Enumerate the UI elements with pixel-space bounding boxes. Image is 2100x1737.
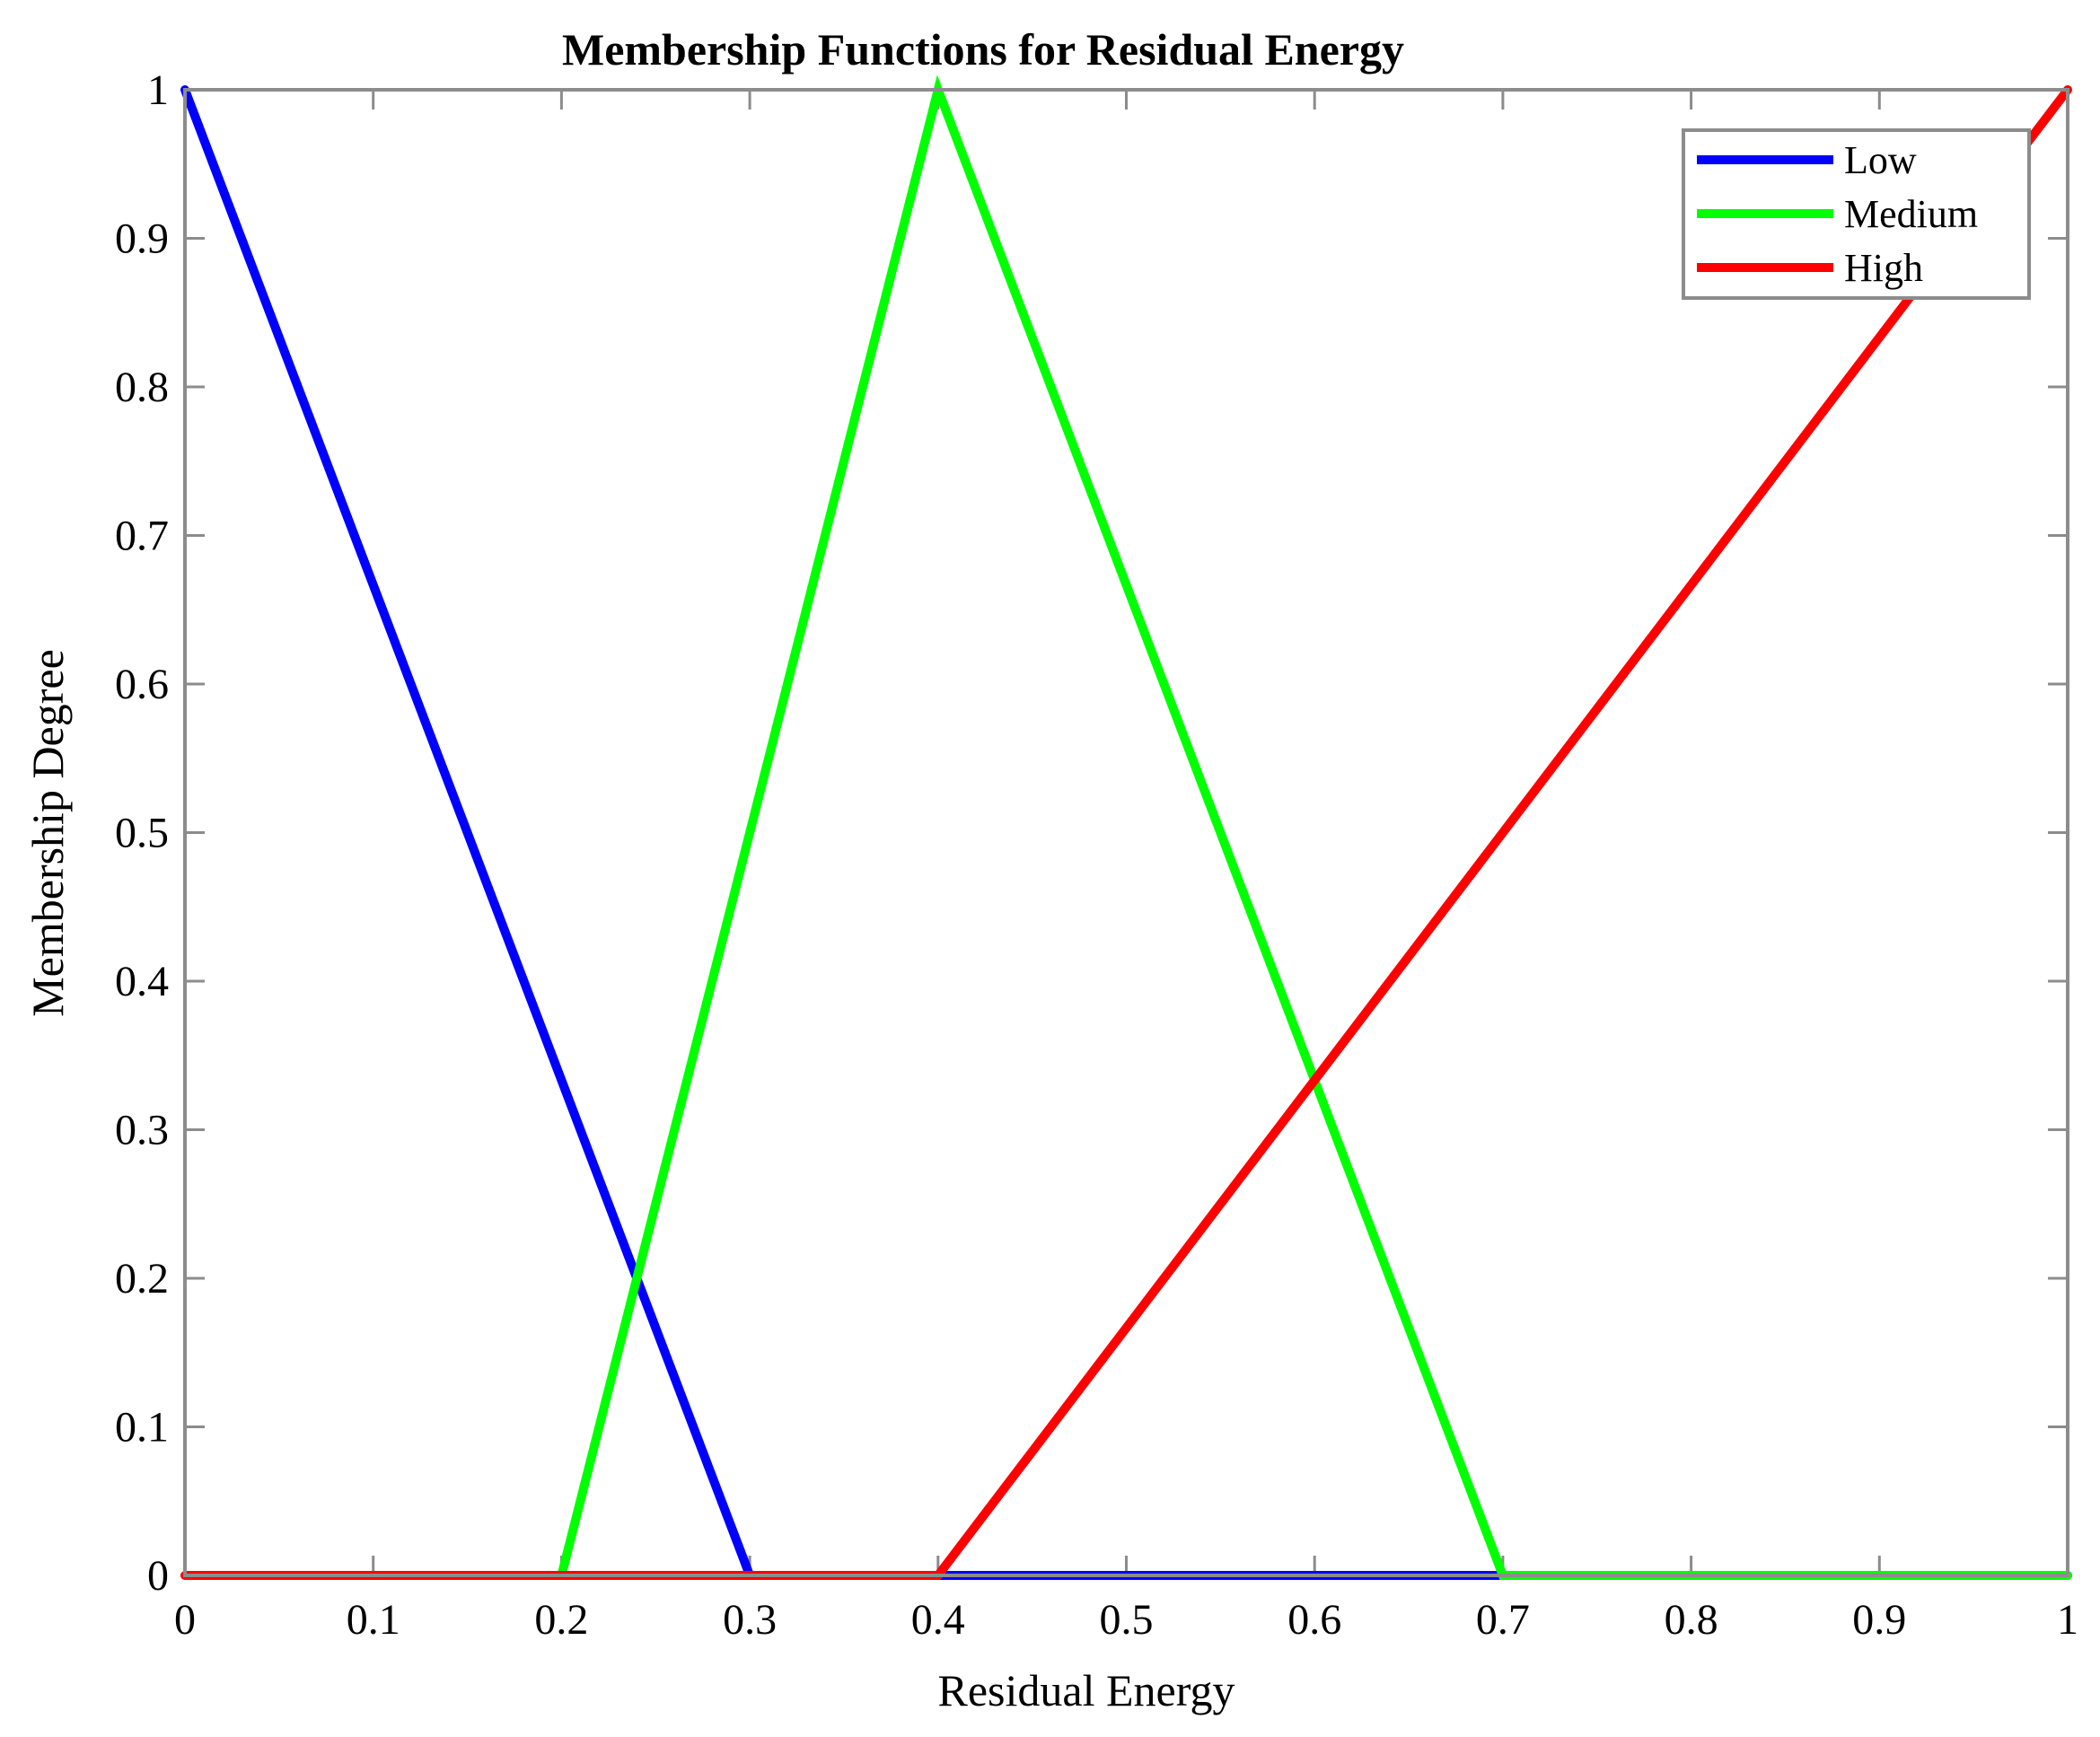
y-tick-label: 0.2: [115, 1255, 169, 1303]
y-tick-label: 1: [147, 66, 169, 114]
x-axis-label: Residual Energy: [938, 1665, 1235, 1715]
x-tick-labels: 0 0.1 0.2 0.3 0.4 0.5 0.6 0.7 0.8 0.9 1: [174, 1596, 2078, 1644]
y-tick-label: 0.8: [115, 364, 169, 411]
legend-label-low: Low: [1844, 138, 1917, 182]
y-tick-labels: 0 0.1 0.2 0.3 0.4 0.5 0.6 0.7 0.8 0.9 1: [115, 66, 169, 1600]
x-tick-label: 1: [2057, 1596, 2078, 1644]
x-tick-label: 0: [174, 1596, 196, 1644]
x-tick-label: 0.7: [1476, 1596, 1530, 1644]
y-tick-label: 0.9: [115, 215, 169, 263]
series-line-low: [180, 85, 2072, 1580]
y-tick-label: 0.5: [115, 810, 169, 857]
y-tick-label: 0.3: [115, 1107, 169, 1154]
legend-label-high: High: [1844, 246, 1923, 290]
x-tick-label: 0.8: [1665, 1596, 1718, 1644]
x-tick-label: 0.6: [1287, 1596, 1341, 1644]
x-tick-label: 0.5: [1100, 1596, 1154, 1644]
x-tick-label: 0.9: [1852, 1596, 1906, 1644]
x-tick-label: 0.1: [347, 1596, 400, 1644]
plot-frame: [183, 88, 2069, 1577]
y-tick-label: 0.4: [115, 958, 169, 1005]
y-axis-label: Membership Degree: [22, 649, 73, 1017]
legend-label-medium: Medium: [1844, 192, 1978, 236]
legend: Low Medium High: [1682, 128, 2031, 300]
x-tick-label: 0.2: [534, 1596, 588, 1644]
series-lines: [180, 75, 2072, 1580]
x-tick-label: 0.3: [723, 1596, 777, 1644]
x-tick-label: 0.4: [911, 1596, 965, 1644]
y-tick-label: 0.1: [115, 1404, 169, 1452]
chart-title: Membership Functions for Residual Energy: [562, 24, 1404, 75]
y-tick-label: 0: [147, 1552, 169, 1600]
y-tick-label: 0.7: [115, 513, 169, 560]
y-tick-label: 0.6: [115, 661, 169, 708]
